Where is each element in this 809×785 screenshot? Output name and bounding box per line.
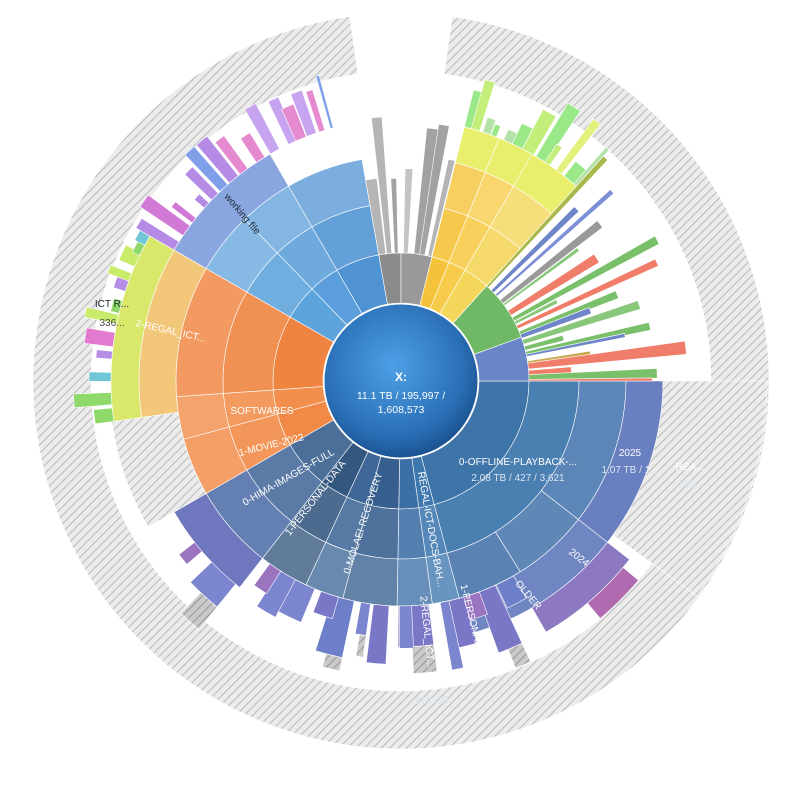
seg-lb-fringe[interactable] bbox=[184, 166, 219, 201]
seg-rea-hatch[interactable] bbox=[612, 380, 768, 597]
seg-lime-fringe[interactable] bbox=[73, 392, 113, 409]
seg-lb-fringe[interactable] bbox=[214, 135, 249, 175]
seg-fringe[interactable] bbox=[439, 600, 464, 671]
seg-yellow-fringe[interactable] bbox=[555, 118, 601, 175]
seg-gray[interactable] bbox=[390, 178, 399, 254]
seg-yellow-fringe[interactable] bbox=[522, 108, 557, 156]
seg-lime-fringe[interactable] bbox=[110, 297, 123, 314]
seg-lb-fringe[interactable] bbox=[170, 201, 197, 224]
seg-fringe-hatch[interactable] bbox=[180, 592, 218, 630]
seg-lb-fringe[interactable] bbox=[281, 103, 307, 142]
seg-fringe[interactable] bbox=[312, 590, 339, 620]
seg-gray[interactable] bbox=[403, 168, 414, 254]
seg-lb-fringe[interactable] bbox=[305, 89, 326, 133]
seg-blue-l3-1[interactable] bbox=[396, 556, 433, 607]
seg-lime-fringe[interactable] bbox=[84, 306, 120, 325]
seg-lb-fringe[interactable] bbox=[135, 217, 180, 251]
seg-orange-hatch[interactable] bbox=[111, 411, 207, 528]
seg-lb-fringe[interactable] bbox=[244, 103, 280, 155]
seg-blue-root-right[interactable] bbox=[473, 336, 530, 382]
seg-fringe-hatch[interactable] bbox=[355, 634, 367, 658]
seg-lb-fringe[interactable] bbox=[184, 146, 229, 192]
root-node[interactable]: X: 11.1 TB / 195,997 / 1,608,573 bbox=[323, 303, 479, 459]
seg-lime-fringe[interactable] bbox=[83, 327, 116, 348]
seg-lb-fringe[interactable] bbox=[240, 132, 266, 163]
seg-lb-fringe[interactable] bbox=[193, 193, 210, 209]
seg-fringe[interactable] bbox=[495, 575, 527, 609]
seg-lime-fringe[interactable] bbox=[95, 349, 113, 360]
sunburst-rings[interactable] bbox=[32, 16, 770, 750]
seg-lime-fringe[interactable] bbox=[88, 371, 112, 382]
seg-fringe-hatch[interactable] bbox=[412, 644, 438, 674]
seg-so-pink[interactable] bbox=[586, 566, 639, 619]
seg-fringe-hatch[interactable] bbox=[507, 642, 532, 669]
seg-lb-fringe[interactable] bbox=[290, 89, 317, 137]
seg-yellow-fringe[interactable] bbox=[470, 79, 496, 132]
seg-lime-fringe[interactable] bbox=[93, 407, 115, 425]
seg-fringe[interactable] bbox=[365, 603, 390, 665]
seg-working-file[interactable] bbox=[173, 153, 289, 269]
seg-fringe[interactable] bbox=[253, 563, 282, 595]
root-circle[interactable] bbox=[323, 303, 479, 459]
seg-lb-fringe[interactable] bbox=[139, 194, 191, 236]
seg-fringe[interactable] bbox=[399, 605, 414, 649]
seg-yellow-fringe[interactable] bbox=[482, 116, 497, 136]
seg-lb-fringe[interactable] bbox=[195, 135, 239, 184]
seg-fringe-hatch[interactable] bbox=[322, 653, 343, 672]
seg-yellow-fringe[interactable] bbox=[544, 143, 563, 166]
seg-yellow-fringe[interactable] bbox=[490, 123, 502, 138]
seg-fringe[interactable] bbox=[354, 602, 371, 636]
seg-lime-fringe[interactable] bbox=[107, 264, 133, 282]
seg-lb-fringe[interactable] bbox=[315, 74, 334, 130]
